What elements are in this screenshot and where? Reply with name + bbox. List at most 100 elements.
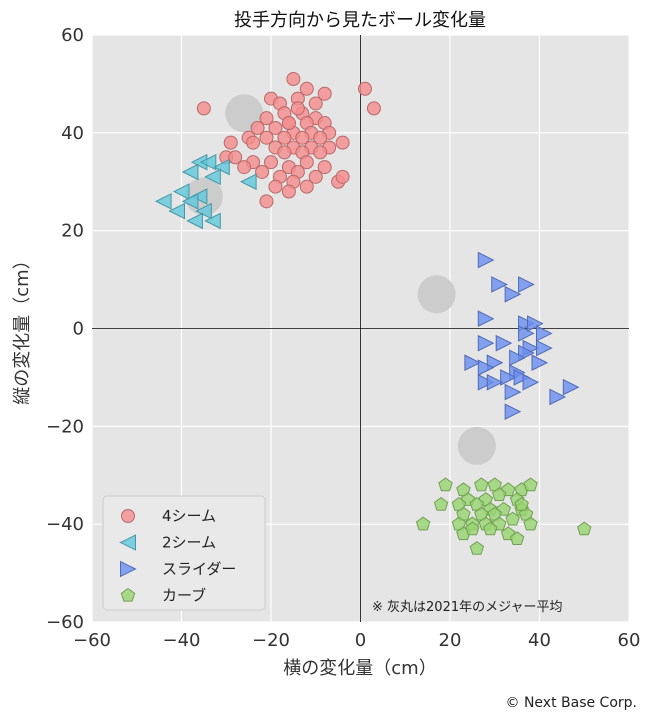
data-point [223, 135, 238, 150]
league-average-point [417, 275, 456, 314]
data-point [317, 86, 332, 101]
data-point [181, 193, 199, 210]
legend-marker [119, 534, 136, 551]
data-point [477, 334, 495, 352]
data-point [523, 516, 538, 531]
legend-label: カーブ [162, 587, 206, 605]
data-point [477, 373, 495, 391]
y-tick-label: 40 [61, 123, 84, 144]
data-point [259, 111, 274, 126]
data-point [313, 145, 328, 160]
data-point [562, 378, 580, 396]
data-point [195, 202, 212, 220]
legend-label: スライダー [162, 560, 236, 578]
data-point [308, 169, 323, 184]
data-point [513, 369, 531, 386]
data-point [168, 202, 186, 220]
data-point [549, 388, 567, 406]
data-point [308, 96, 323, 111]
data-point [259, 194, 274, 209]
data-point [509, 349, 526, 367]
y-tick-label: −20 [46, 416, 84, 437]
x-tick-label: 0 [355, 630, 366, 651]
data-point [522, 373, 540, 391]
data-point [154, 193, 172, 210]
data-point [465, 521, 480, 536]
data-point [477, 251, 495, 269]
data-point [535, 325, 553, 342]
data-point [483, 521, 498, 536]
data-point [259, 130, 274, 145]
data-point [495, 334, 513, 352]
data-point [491, 276, 508, 293]
legend-marker [121, 509, 135, 523]
data-point [204, 212, 221, 230]
data-point [523, 477, 538, 492]
data-point [255, 164, 270, 179]
legend-label: 4シーム [162, 507, 216, 525]
data-point [486, 373, 504, 391]
data-point [500, 369, 517, 386]
league-average-point [457, 426, 496, 465]
y-tick-label: 0 [73, 319, 84, 340]
x-axis-label: 横の変化量（cm） [283, 658, 436, 679]
legend-marker [120, 587, 136, 602]
data-point [415, 516, 431, 531]
data-point [577, 521, 592, 536]
data-point [335, 135, 350, 150]
data-point [268, 120, 283, 135]
data-point [290, 101, 305, 116]
y-tick-label: 60 [61, 25, 84, 46]
data-point [196, 101, 211, 116]
data-point [366, 101, 381, 116]
legend-label: 2シーム [162, 534, 216, 552]
data-point [313, 130, 328, 145]
data-point [474, 477, 489, 492]
data-point [505, 511, 520, 526]
data-point [504, 403, 522, 420]
y-axis-label: 縦の変化量（cm） [12, 251, 33, 404]
data-point [268, 179, 283, 194]
data-point [504, 383, 522, 401]
y-tick-label: −40 [46, 514, 84, 535]
y-tick-labels: −60 −40 −20 0 20 40 60 [46, 25, 84, 633]
data-point [186, 212, 203, 230]
x-tick-label: 20 [439, 630, 462, 651]
data-point [172, 183, 190, 200]
data-point [509, 531, 525, 545]
credit-text: © Next Base Corp. [506, 695, 638, 711]
data-point [464, 354, 481, 372]
data-point [535, 339, 553, 357]
y-tick-label: −60 [46, 612, 84, 633]
data-point [518, 325, 535, 342]
data-point [281, 184, 296, 199]
data-point [250, 120, 265, 135]
x-tick-label: −20 [252, 630, 290, 651]
legend-marker [120, 560, 137, 578]
x-tick-labels: −60 −40 −20 0 20 40 60 [73, 630, 640, 651]
data-point [204, 168, 221, 186]
data-point [335, 169, 350, 184]
data-point [281, 116, 296, 131]
data-point [277, 130, 292, 145]
data-point [299, 81, 314, 96]
data-point [299, 179, 314, 194]
x-tick-label: −40 [163, 630, 201, 651]
data-point [295, 130, 310, 145]
data-point [246, 135, 261, 150]
data-point [199, 153, 217, 171]
legend-box [102, 495, 266, 611]
data-point [181, 163, 199, 181]
data-point [317, 160, 332, 175]
data-point [438, 477, 453, 492]
data-point [504, 285, 522, 303]
data-point [477, 310, 495, 328]
data-point [240, 173, 257, 191]
average-note: ※ 灰丸は2021年のメジャー平均 [372, 600, 562, 615]
x-tick-label: 60 [618, 630, 641, 651]
data-point [213, 158, 230, 176]
data-point [264, 155, 278, 170]
